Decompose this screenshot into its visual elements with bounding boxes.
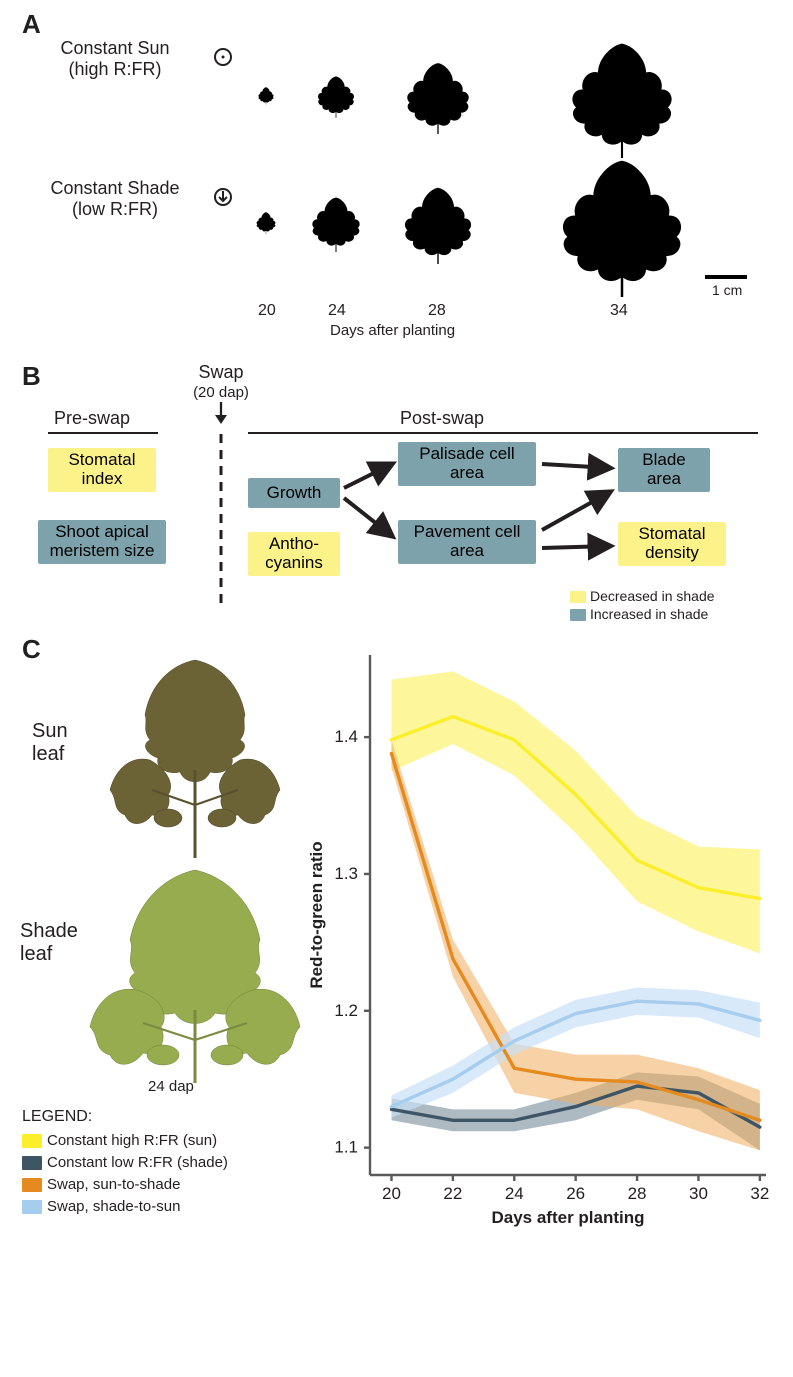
svg-text:1.3: 1.3 [334,864,358,883]
legendB-1: Decreased in shade [570,588,715,604]
chart-c: 1.1 1.2 1.3 1.4 20 22 24 26 28 30 32 Red-to-green r… [300,645,780,1235]
panel-c-label: C [22,635,41,665]
legendC-1: Constant high R:FR (sun) [22,1132,217,1149]
svg-text:26: 26 [566,1184,585,1203]
svg-text:20: 20 [382,1184,401,1203]
svg-text:Days after planting: Days after planting [491,1208,644,1227]
legC-sw1 [22,1134,42,1148]
svg-text:28: 28 [628,1184,647,1203]
legendB-2: Increased in shade [570,606,708,622]
legendC-4: Swap, shade-to-sun [22,1198,180,1215]
svg-text:32: 32 [750,1184,769,1203]
svg-text:30: 30 [689,1184,708,1203]
svg-text:Red-to-green ratio: Red-to-green ratio [307,841,326,988]
svg-text:1.4: 1.4 [334,727,358,746]
sun-leaf-illustration [90,640,300,860]
legC-sw3 [22,1178,42,1192]
svg-text:22: 22 [443,1184,462,1203]
svg-text:1.1: 1.1 [334,1138,358,1157]
legC-sw4 [22,1200,42,1214]
shade-leaf-label: Shade leaf [20,920,78,966]
sun-leaf-label: Sun leaf [32,720,68,766]
legendC-2: Constant low R:FR (shade) [22,1154,228,1171]
legendC-title: LEGEND: [22,1108,92,1126]
panel-b-arrows [0,0,793,620]
legendB-sw2 [570,609,586,621]
legendB-sw1 [570,591,586,603]
svg-text:24: 24 [505,1184,524,1203]
legC-sw2 [22,1156,42,1170]
shade-leaf-illustration [75,855,315,1085]
legendC-3: Swap, sun-to-shade [22,1176,180,1193]
svg-text:1.2: 1.2 [334,1001,358,1020]
